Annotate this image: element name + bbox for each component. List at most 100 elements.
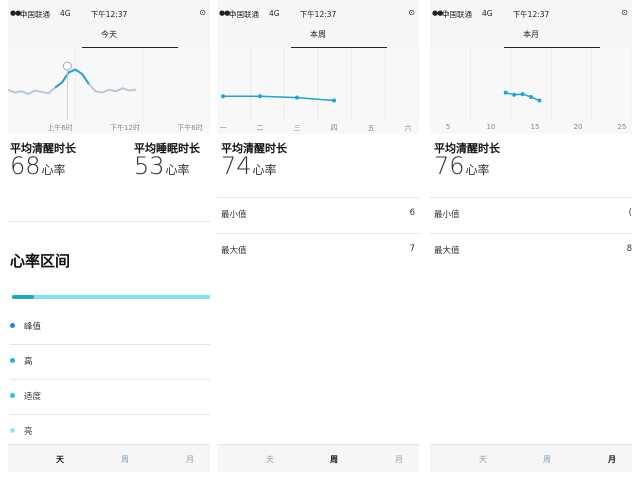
month-data-point — [520, 92, 525, 97]
tick-label: 下午12时 — [110, 124, 140, 132]
page-title: 本月 — [523, 30, 539, 39]
sleep-avg-number: 53 — [134, 152, 165, 180]
min-value: ( — [628, 208, 632, 218]
month-chart[interactable] — [430, 48, 632, 134]
awake-avg-number: 74 — [221, 152, 252, 180]
location-icon: ⊙ — [199, 8, 206, 17]
week-data-point — [221, 94, 225, 99]
max-label: 最大值 — [221, 246, 247, 256]
divider — [430, 197, 632, 198]
tick-label: 5 — [445, 123, 451, 131]
moderate-dot-icon — [10, 393, 15, 398]
zone-progress-bar — [12, 295, 210, 299]
min-row[interactable]: 最小值 6 — [221, 198, 419, 232]
awake-avg-label: 平均清醒时长 — [434, 142, 500, 155]
max-label: 最大值 — [434, 246, 460, 256]
awake-avg-label: 平均清醒时长 — [221, 142, 287, 155]
network-label: 4G — [60, 9, 71, 18]
carrier-label: 中国联通 — [20, 10, 50, 19]
zone-item-high[interactable]: 高 — [8, 345, 210, 380]
max-value: 7 — [409, 244, 415, 254]
sleep-avg-value: 53心率 — [134, 152, 190, 180]
divider — [217, 197, 419, 198]
tab-week[interactable]: 周 — [121, 455, 129, 464]
week-chart-svg — [221, 48, 419, 120]
tick-label: 三 — [293, 124, 301, 132]
nav-bar: 本月 — [430, 26, 632, 49]
week-chart[interactable] — [217, 48, 419, 134]
month-panel: ●●○ 中国联通 4G 下午12:37 ⊙ 本月 5 10 15 20 25 平… — [430, 0, 632, 472]
zone-label: 高 — [24, 357, 33, 367]
min-row[interactable]: 最小值 ( — [434, 198, 632, 232]
title-underline — [291, 47, 387, 48]
divider — [430, 233, 632, 234]
month-data-point — [537, 98, 542, 103]
carrier-label: 中国联通 — [229, 10, 259, 19]
day-axis-ticks: 上午6时 下午12时 下午6时 — [8, 120, 210, 134]
awake-avg-value: 76心率 — [434, 152, 490, 180]
tab-bar: 天 周 月 — [217, 444, 419, 472]
high-dot-icon — [10, 358, 15, 363]
month-data-point — [503, 90, 508, 95]
zone-item-light[interactable]: 亮 — [8, 415, 210, 450]
tab-day[interactable]: 天 — [266, 455, 274, 464]
awake-avg-unit: 心率 — [41, 163, 66, 177]
status-time: 下午12:37 — [299, 10, 337, 19]
max-row[interactable]: 最大值 7 — [221, 234, 419, 268]
awake-avg-value: 68心率 — [10, 152, 66, 180]
day-panel: ●●○ 中国联通 4G 下午12:37 ⊙ 今天 上午6时 下午12时 下午6时… — [8, 0, 210, 472]
day-series-highlight — [54, 68, 90, 89]
zone-label: 亮 — [24, 427, 33, 437]
divider — [10, 414, 210, 415]
location-icon: ⊙ — [408, 8, 415, 17]
network-label: 4G — [482, 9, 493, 18]
status-bar: ●●○ 中国联通 4G 下午12:37 ⊙ — [8, 0, 210, 26]
tab-week[interactable]: 周 — [543, 455, 551, 464]
tab-bar: 天 周 月 — [8, 444, 210, 472]
tick-label: 25 — [617, 123, 627, 131]
tick-label: 二 — [256, 124, 264, 132]
tick-label: 六 — [404, 124, 412, 132]
awake-avg-number: 76 — [434, 152, 465, 180]
page-title: 今天 — [101, 30, 117, 39]
week-data-point — [332, 98, 336, 103]
peak-dot-icon — [10, 323, 15, 328]
min-label: 最小值 — [221, 210, 247, 220]
status-bar: ●●○ 中国联通 4G 下午12:37 ⊙ — [430, 0, 632, 26]
awake-avg-number: 68 — [10, 152, 41, 180]
signal-icon: ●●○ — [10, 9, 26, 17]
day-chart[interactable] — [8, 48, 210, 134]
tab-month[interactable]: 月 — [608, 455, 616, 464]
min-value: 6 — [409, 208, 415, 218]
zone-progress-fill — [12, 295, 34, 299]
tick-label: 一 — [219, 124, 227, 132]
tab-month[interactable]: 月 — [186, 455, 194, 464]
tab-day[interactable]: 天 — [479, 455, 487, 464]
tick-label: 下午6时 — [177, 124, 203, 132]
week-data-point — [295, 95, 299, 100]
tab-month[interactable]: 月 — [395, 455, 403, 464]
zone-item-moderate[interactable]: 适度 — [8, 380, 210, 415]
network-label: 4G — [269, 9, 280, 18]
week-data-point — [258, 94, 262, 99]
carrier-label: 中国联通 — [442, 10, 472, 19]
week-axis-ticks: 一 二 三 四 五 六 — [217, 120, 419, 134]
zone-item-peak[interactable]: 峰值 — [8, 310, 210, 345]
tab-week[interactable]: 周 — [330, 455, 338, 464]
awake-avg-unit: 心率 — [252, 163, 277, 177]
tab-day[interactable]: 天 — [56, 455, 64, 464]
status-bar: ●●○ 中国联通 4G 下午12:37 ⊙ — [217, 0, 419, 26]
month-chart-svg — [469, 48, 632, 120]
day-marker-icon — [62, 61, 72, 71]
awake-avg-value: 74心率 — [221, 152, 277, 180]
nav-bar: 今天 — [8, 26, 210, 49]
signal-icon: ●●○ — [219, 9, 235, 17]
max-value: 8 — [626, 244, 632, 254]
tick-label: 15 — [530, 123, 540, 131]
day-series-line — [8, 68, 137, 96]
status-time: 下午12:37 — [512, 10, 550, 19]
location-icon: ⊙ — [621, 8, 628, 17]
max-row[interactable]: 最大值 8 — [434, 234, 632, 268]
tick-label: 五 — [367, 124, 375, 132]
day-chart-svg — [8, 48, 210, 120]
